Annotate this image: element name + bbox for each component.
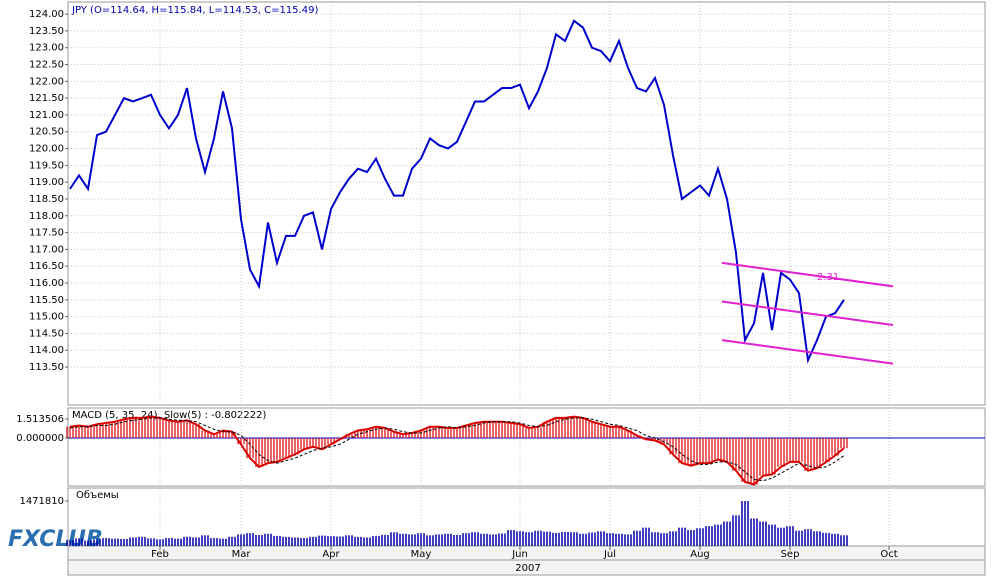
- y-tick-label: 120.50: [29, 127, 64, 138]
- x-tick-label: Jul: [603, 549, 616, 560]
- y-tick-label: 123.00: [29, 43, 64, 54]
- y-tick-label: 121.50: [29, 93, 64, 104]
- x-tick-label: Aug: [690, 549, 710, 560]
- y-tick-label: 1471810: [19, 496, 64, 507]
- x-tick-label: Sep: [781, 549, 800, 560]
- macd-title: MACD (5, 35, 24), Slow(5) : -0.802222): [72, 410, 266, 421]
- y-tick-label: 114.50: [29, 328, 64, 339]
- x-axis-label: 2007: [515, 563, 540, 574]
- y-tick-label: 122.00: [29, 76, 64, 87]
- x-tick-label: May: [411, 549, 432, 560]
- macd-panel: [67, 407, 986, 487]
- y-tick-label: 121.00: [29, 110, 64, 121]
- y-tick-label: 122.50: [29, 60, 64, 71]
- x-tick-label: Oct: [880, 549, 897, 560]
- y-tick-label: 119.00: [29, 177, 64, 188]
- y-tick-label: 119.50: [29, 160, 64, 171]
- y-tick-label: 124.00: [29, 9, 64, 20]
- volume-title: Объемы: [76, 490, 119, 501]
- year-axis: [67, 559, 986, 576]
- x-tick-label: Apr: [322, 549, 340, 560]
- y-tick-label: 116.00: [29, 278, 64, 289]
- trend-line: [721, 261, 894, 288]
- y-tick-label: 115.50: [29, 295, 64, 306]
- trend-line: [721, 300, 894, 326]
- x-tick-label: Jun: [511, 549, 528, 560]
- price-panel: [67, 1, 986, 406]
- y-tick-label: 117.50: [29, 228, 64, 239]
- trend-label: 2.31: [817, 272, 839, 283]
- trend-line: [721, 339, 894, 365]
- y-tick-label: 116.50: [29, 261, 64, 272]
- y-tick-label: 0.000000: [16, 433, 64, 444]
- y-tick-label: 123.50: [29, 26, 64, 37]
- y-tick-label: 115.00: [29, 312, 64, 323]
- y-tick-label: 117.00: [29, 244, 64, 255]
- price-title: JPY (O=114.64, H=115.84, L=114.53, C=115…: [71, 5, 318, 16]
- y-tick-label: 114.00: [29, 345, 64, 356]
- y-tick-label: 118.50: [29, 194, 64, 205]
- y-tick-label: 118.00: [29, 211, 64, 222]
- signal-line: [69, 417, 845, 482]
- macd-line: [69, 415, 845, 486]
- y-tick-label: 113.50: [29, 362, 64, 373]
- logo: FXCLUB: [8, 527, 103, 552]
- price-line: [69, 19, 845, 364]
- y-tick-label: 120.00: [29, 144, 64, 155]
- x-tick-label: Feb: [151, 549, 169, 560]
- y-tick-label: 1.513506: [16, 414, 64, 425]
- x-tick-label: Mar: [232, 549, 252, 560]
